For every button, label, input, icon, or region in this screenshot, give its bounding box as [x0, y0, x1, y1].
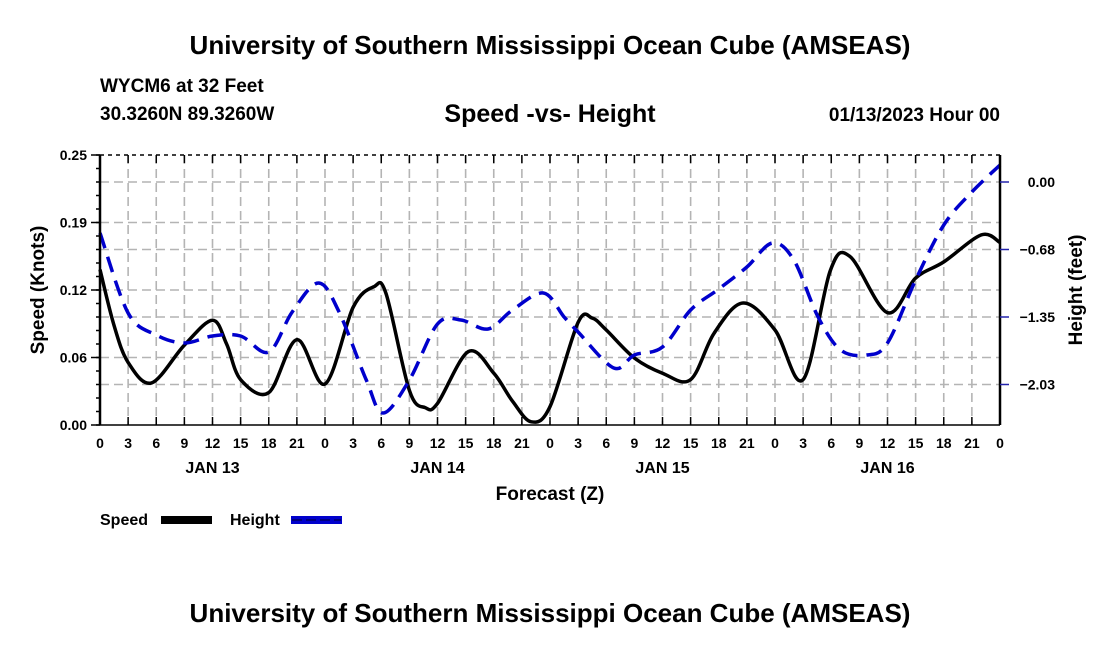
y-tick-label: 0.19: [60, 215, 87, 231]
legend: Speed Height: [100, 512, 342, 529]
coordinates-label: 30.3260N 89.3260W: [100, 104, 275, 125]
x-tick-label: 0: [321, 435, 329, 451]
legend-speed-label: Speed: [100, 512, 148, 529]
x-tick-label: 9: [855, 435, 863, 451]
x-tick-label: 15: [458, 435, 474, 451]
chart-subtitle: Speed -vs- Height: [444, 100, 656, 128]
x-tick-label: 9: [405, 435, 413, 451]
legend-height-swatch: [291, 516, 342, 524]
station-label: WYCM6 at 32 Feet: [100, 76, 264, 97]
x-tick-label: 12: [430, 435, 446, 451]
x-tick-label: 6: [827, 435, 835, 451]
x-tick-label: 6: [377, 435, 385, 451]
legend-height-label: Height: [230, 512, 280, 529]
x-tick-label: 0: [546, 435, 554, 451]
x-tick-label: 15: [683, 435, 699, 451]
main-title: University of Southern Mississippi Ocean…: [189, 30, 911, 60]
y2-tick-label: −2.03: [1020, 377, 1056, 393]
day-label: JAN 14: [410, 460, 464, 477]
y-tick-label: 0.12: [60, 282, 87, 298]
x-tick-label: 0: [771, 435, 779, 451]
x-tick-label: 18: [261, 435, 277, 451]
x-tick-label: 0: [96, 435, 104, 451]
x-tick-label: 12: [205, 435, 221, 451]
x-tick-label: 21: [964, 435, 980, 451]
y2-tick-label: −1.35: [1020, 309, 1056, 325]
day-label: JAN 16: [860, 460, 914, 477]
x-tick-label: 18: [936, 435, 952, 451]
x-tick-label: 9: [180, 435, 188, 451]
x-tick-label: 21: [514, 435, 530, 451]
series-line-speed: [98, 232, 1001, 424]
x-tick-label: 3: [349, 435, 357, 451]
x-tick-label: 21: [739, 435, 755, 451]
axes: [91, 154, 1009, 426]
grid: [100, 155, 1000, 425]
day-label: JAN 15: [635, 460, 689, 477]
x-tick-label: 6: [152, 435, 160, 451]
tick-labels: 0 3 6 9 12 15 18 21 0 3 6 9 12 15 18 21 0 3 6 9 12 15 18 21 0 3 6 9…: [60, 147, 1055, 477]
x-tick-label: 21: [289, 435, 305, 451]
x-tick-label: 3: [799, 435, 807, 451]
y-tick-label: 0.25: [60, 147, 87, 163]
series-line-height: [98, 163, 1002, 415]
x-tick-label: 12: [880, 435, 896, 451]
series-layer: [98, 163, 1002, 424]
x-tick-label: 6: [602, 435, 610, 451]
footer-title: University of Southern Mississippi Ocean…: [189, 598, 911, 628]
day-label: JAN 13: [185, 460, 239, 477]
x-tick-label: 18: [486, 435, 502, 451]
y2-axis-title: Height (feet): [1066, 235, 1087, 346]
x-tick-label: 9: [630, 435, 638, 451]
x-tick-label: 3: [124, 435, 132, 451]
x-tick-label: 15: [908, 435, 924, 451]
run-date-label: 01/13/2023 Hour 00: [828, 105, 1000, 126]
x-tick-label: 15: [233, 435, 249, 451]
y-tick-label: 0.06: [60, 350, 87, 366]
x-tick-label: 12: [655, 435, 671, 451]
y2-tick-label: −0.68: [1020, 242, 1056, 258]
x-tick-label: 0: [996, 435, 1004, 451]
x-tick-label: 18: [711, 435, 727, 451]
y-axis-title: Speed (Knots): [28, 226, 49, 355]
y-tick-label: 0.00: [60, 417, 87, 433]
y2-tick-label: 0.00: [1028, 174, 1055, 190]
legend-speed-swatch: [161, 516, 212, 524]
x-tick-label: 3: [574, 435, 582, 451]
x-axis-title: Forecast (Z): [496, 484, 605, 505]
